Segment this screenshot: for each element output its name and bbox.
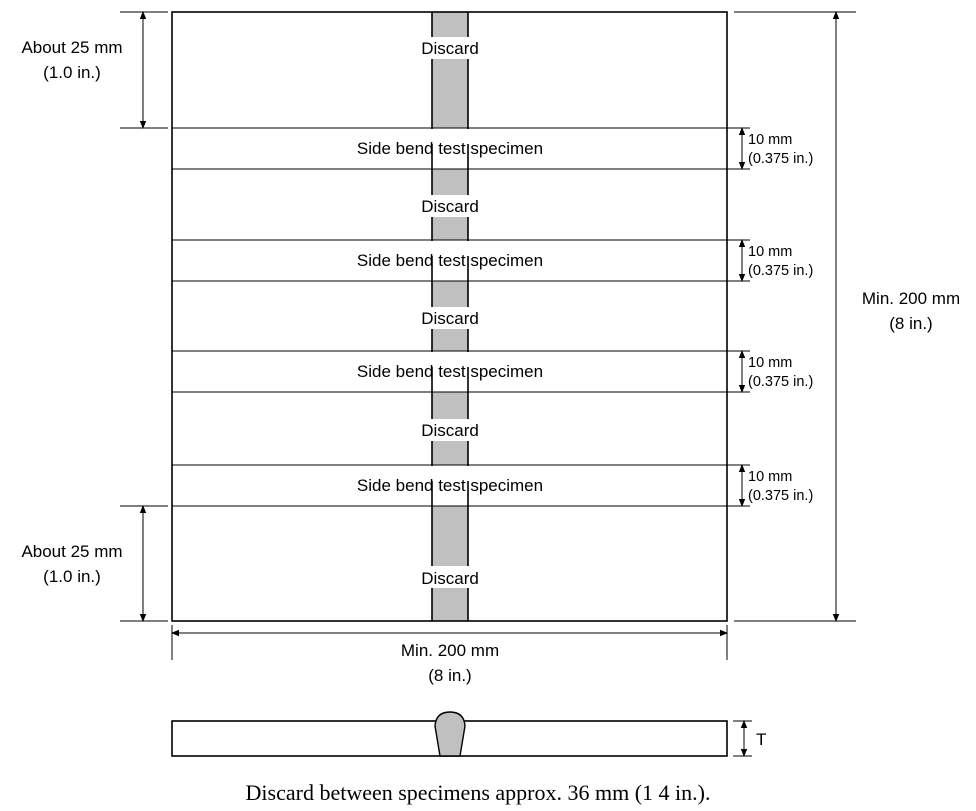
svg-text:(0.375 in.): (0.375 in.) (748, 374, 813, 390)
svg-text:10 mm: 10 mm (748, 355, 792, 371)
discard-label: Discard (421, 197, 479, 216)
plate-width-dimension-in: (8 in.) (428, 666, 471, 685)
diagram-caption: Discard between specimens approx. 36 mm … (246, 780, 711, 805)
thickness-label: T (756, 730, 766, 749)
specimen-width-dimension-1: 10 mm (0.375 in.) (738, 127, 813, 170)
plate-outline (171, 11, 728, 622)
svg-text:10 mm: 10 mm (748, 132, 792, 148)
bottom-discard-dimension-in: (1.0 in.) (43, 567, 101, 586)
top-discard-dimension-mm: About 25 mm (21, 38, 122, 57)
discard-label: Discard (421, 569, 479, 588)
specimen-label: Side bend test specimen (357, 476, 543, 495)
svg-text:10 mm: 10 mm (748, 469, 792, 485)
discard-label: Discard (421, 39, 479, 58)
specimen-label: Side bend test specimen (357, 251, 543, 270)
discard-label: Discard (421, 309, 479, 328)
specimen-width-dimension-3: 10 mm (0.375 in.) (738, 350, 813, 393)
svg-text:(0.375 in.): (0.375 in.) (748, 151, 813, 167)
bottom-discard-dimension-mm: About 25 mm (21, 542, 122, 561)
svg-text:(0.375 in.): (0.375 in.) (748, 488, 813, 504)
specimen-width-dimension-4: 10 mm (0.375 in.) (738, 464, 813, 507)
discard-label: Discard (421, 421, 479, 440)
specimen-label: Side bend test specimen (357, 139, 543, 158)
specimen-width-dimension-2: 10 mm (0.375 in.) (738, 239, 813, 282)
svg-text:10 mm: 10 mm (748, 244, 792, 260)
svg-text:(0.375 in.): (0.375 in.) (748, 263, 813, 279)
plate-length-dimension-in: (8 in.) (889, 314, 932, 333)
specimen-label: Side bend test specimen (357, 362, 543, 381)
plate-width-dimension-mm: Min. 200 mm (401, 641, 499, 660)
weld-cross-section (434, 711, 466, 757)
top-discard-dimension-in: (1.0 in.) (43, 63, 101, 82)
plate-length-dimension-mm: Min. 200 mm (862, 289, 960, 308)
